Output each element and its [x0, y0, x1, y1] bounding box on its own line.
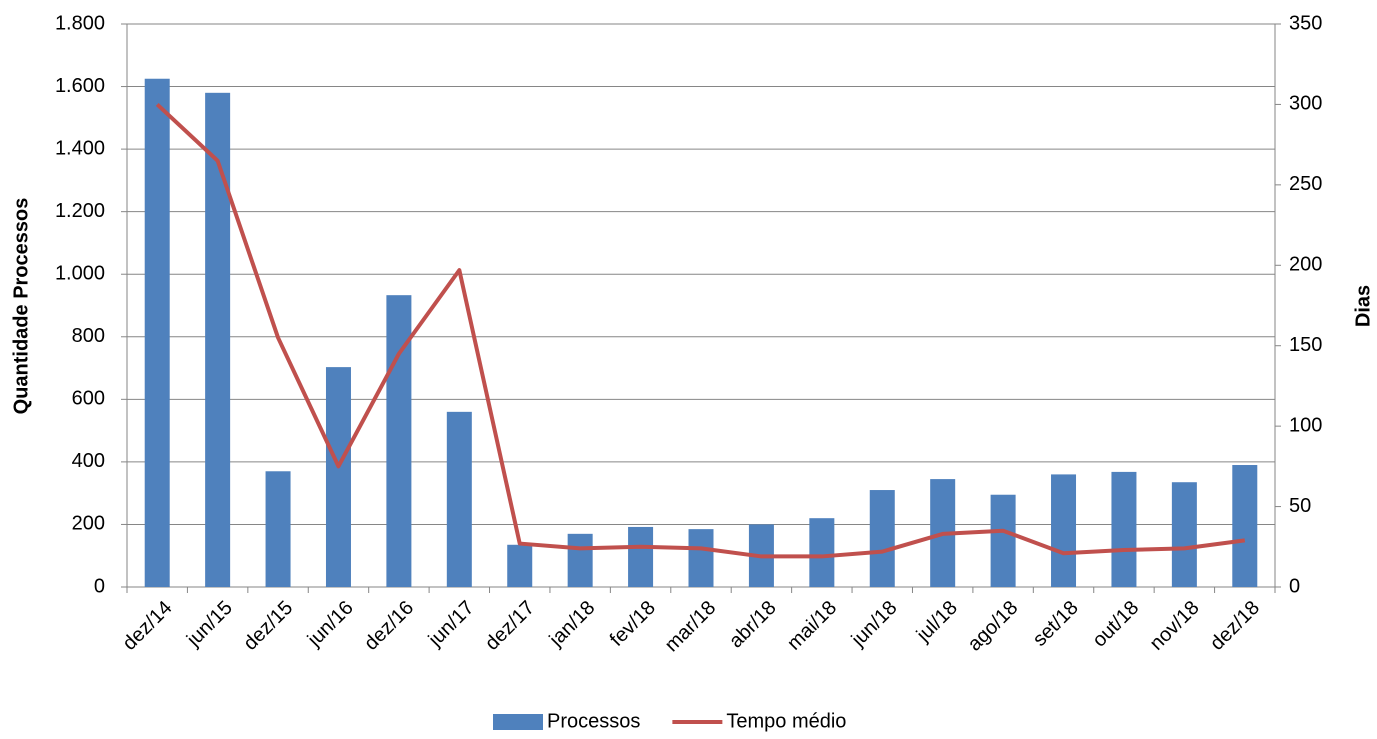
x-tick-label: out/18 [1088, 597, 1143, 652]
x-tick-label: fev/18 [606, 597, 660, 651]
x-tick-label: dez/17 [481, 597, 539, 655]
y-tick-label: 400 [72, 450, 105, 472]
bar [205, 92, 231, 588]
bar [144, 78, 170, 587]
x-tick-label: jan/18 [545, 597, 600, 652]
y2-tick-label: 200 [1289, 254, 1322, 276]
y2-tick-label: 150 [1289, 334, 1322, 356]
y-tick-label: 800 [72, 325, 105, 347]
y2-tick-label: 100 [1289, 414, 1322, 436]
x-tick-label: dez/16 [360, 597, 418, 655]
y-tick-label: 200 [72, 513, 105, 535]
bar [990, 494, 1016, 587]
x-tick-label: jun/15 [182, 597, 237, 652]
legend-swatch [493, 714, 543, 730]
y-tick-label: 1.000 [55, 263, 105, 285]
x-tick-label: mar/18 [661, 597, 721, 657]
x-tick-label: dez/18 [1206, 597, 1264, 655]
x-tick-label: abr/18 [725, 597, 781, 653]
bar [446, 411, 472, 587]
legend-label: Processos [547, 710, 640, 732]
x-tick-label: set/18 [1029, 597, 1083, 651]
x-tick-label: jun/17 [424, 597, 479, 652]
bar [1232, 465, 1258, 587]
x-tick-label: jun/18 [847, 597, 902, 652]
y2-tick-label: 250 [1289, 173, 1322, 195]
bar [1111, 471, 1137, 587]
bar [507, 544, 533, 587]
bar [325, 367, 351, 587]
bar [567, 533, 593, 587]
bar [869, 490, 895, 587]
x-tick-label: nov/18 [1146, 597, 1204, 655]
y-tick-label: 1.200 [55, 200, 105, 222]
y2-tick-label: 350 [1289, 12, 1322, 34]
x-tick-label: dez/15 [239, 597, 297, 655]
bar [1171, 482, 1197, 587]
y-tick-label: 1.800 [55, 12, 105, 34]
y2-tick-label: 0 [1289, 575, 1300, 597]
bar [1051, 474, 1077, 587]
bar [809, 518, 835, 587]
legend-label: Tempo médio [726, 710, 846, 732]
bar [688, 529, 714, 587]
y2-axis-title: Dias [1352, 285, 1374, 327]
x-tick-label: dez/14 [118, 597, 176, 655]
x-tick-label: mai/18 [783, 597, 841, 655]
x-tick-label: ago/18 [964, 597, 1023, 656]
y2-tick-label: 50 [1289, 495, 1311, 517]
bar [265, 471, 291, 587]
y-tick-label: 600 [72, 388, 105, 410]
y-tick-label: 1.600 [55, 75, 105, 97]
line [155, 102, 1246, 559]
x-tick-label: jul/18 [912, 597, 962, 647]
y-axis-title: Quantidade Processos [10, 198, 32, 415]
y2-tick-label: 300 [1289, 93, 1322, 115]
x-tick-label: jun/16 [303, 597, 358, 652]
y-tick-label: 0 [94, 575, 105, 597]
y-tick-label: 1.400 [55, 137, 105, 159]
bar [628, 526, 654, 587]
